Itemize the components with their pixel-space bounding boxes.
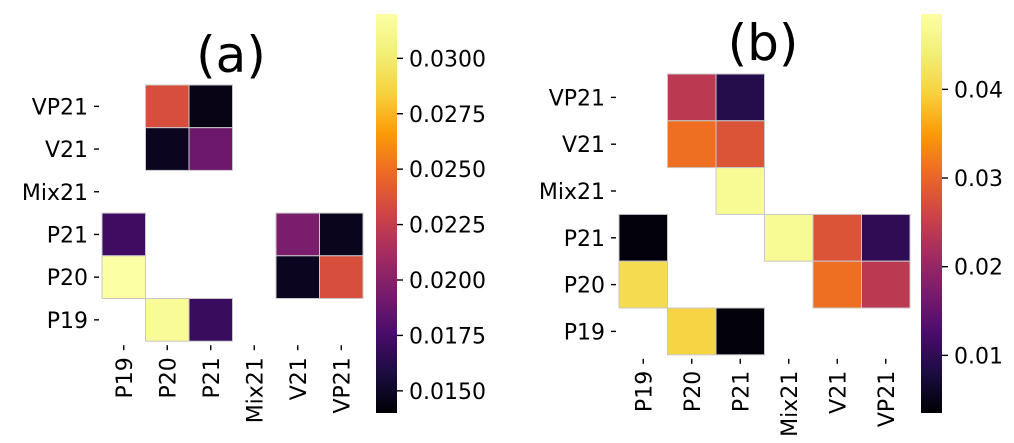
heatmap-cell <box>667 120 717 169</box>
heatmap-cell <box>145 298 190 342</box>
heatmap-cell <box>715 120 765 169</box>
heatmap-cell <box>319 255 364 300</box>
heatmap-cell <box>667 307 717 356</box>
y-tick-label: V21 <box>45 138 88 163</box>
heatmap-cell <box>188 298 233 342</box>
y-tick-label: P21 <box>47 223 88 248</box>
x-tick-label: Mix21 <box>778 371 803 437</box>
colorbar <box>921 14 942 413</box>
colorbar-tick-label: 0.0250 <box>409 158 486 183</box>
colorbar-tick-label: 0.0300 <box>409 47 486 72</box>
y-tick-label: VP21 <box>32 95 88 120</box>
heatmap-cell <box>188 127 233 171</box>
heatmap-cell <box>861 213 911 262</box>
colorbar-tick-label: 0.01 <box>954 344 1003 369</box>
heatmap-cell <box>715 167 765 215</box>
chart-title: (a) <box>196 26 266 84</box>
y-tick-label: P21 <box>564 227 605 252</box>
y-tick-label: P19 <box>47 309 88 334</box>
colorbar-tick-label: 0.0175 <box>409 324 486 349</box>
heatmap-cell <box>618 260 668 309</box>
x-tick-label: Mix21 <box>243 357 268 423</box>
x-tick-label: VP21 <box>875 371 900 427</box>
heatmap-cell <box>145 127 190 171</box>
x-tick-label: P21 <box>200 357 225 398</box>
heatmap-cell <box>812 260 862 309</box>
x-tick-label: P19 <box>113 357 138 398</box>
heatmap-cell <box>275 255 320 300</box>
y-tick-label: P19 <box>564 320 605 345</box>
heatmap-cell <box>101 212 146 257</box>
y-tick-label: P20 <box>47 266 88 291</box>
heatmap-cell <box>715 73 765 122</box>
colorbar-tick-label: 0.0200 <box>409 269 486 294</box>
heatmap-cell <box>319 212 364 257</box>
colorbar-tick-label: 0.04 <box>954 78 1003 103</box>
x-tick-label: V21 <box>287 357 312 400</box>
colorbar <box>376 14 397 413</box>
heatmap-cell <box>667 73 717 122</box>
x-tick-label: P20 <box>156 357 181 398</box>
heatmap-cell <box>188 84 233 129</box>
x-tick-label: P20 <box>681 371 706 412</box>
x-tick-label: P19 <box>632 371 657 412</box>
heatmap-cell <box>715 307 765 356</box>
heatmap-cell <box>275 212 320 257</box>
x-tick-label: VP21 <box>330 357 355 413</box>
colorbar-tick-label: 0.03 <box>954 167 1003 192</box>
y-tick-label: Mix21 <box>539 180 605 205</box>
heatmap-cell <box>764 213 814 262</box>
chart-title: (b) <box>728 14 799 72</box>
heatmap-cell <box>101 255 146 300</box>
heatmap-cell <box>145 84 190 129</box>
y-tick-label: P20 <box>564 274 605 299</box>
heatmap-cell <box>861 260 911 309</box>
colorbar-tick-label: 0.02 <box>954 256 1003 281</box>
x-tick-label: V21 <box>826 371 851 414</box>
heatmap-panel-a: (a) VP21 V21 Mix21 P21 P20 P19 P19 P20 P21 Mix21 V2… <box>22 14 486 423</box>
heatmap-panel-b: (b) VP21 V21 Mix21 P21 P20 P19 P19 P20 P21 Mix21 V2… <box>539 14 1003 437</box>
x-tick-label: P21 <box>729 371 754 412</box>
colorbar-tick-label: 0.0275 <box>409 103 486 128</box>
y-tick-label: VP21 <box>549 86 605 111</box>
y-tick-label: Mix21 <box>22 181 88 206</box>
y-tick-label: V21 <box>562 133 605 158</box>
colorbar-tick-label: 0.0225 <box>409 214 486 239</box>
heatmap-cell <box>618 213 668 262</box>
heatmap-cell <box>812 213 862 262</box>
colorbar-tick-label: 0.0150 <box>409 380 486 405</box>
